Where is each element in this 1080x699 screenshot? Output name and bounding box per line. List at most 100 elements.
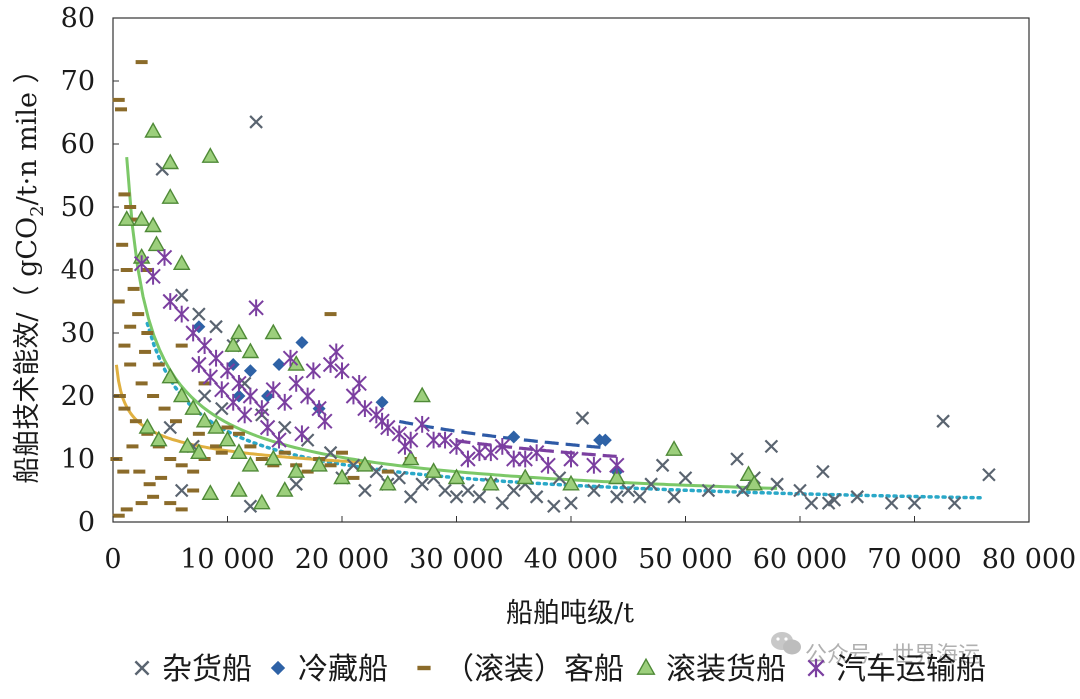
- point-asterisk: [162, 293, 178, 310]
- point-dash: [126, 444, 139, 449]
- point-dash: [152, 362, 165, 367]
- point-x: [174, 288, 189, 302]
- x-tick-label: 60 000: [753, 544, 847, 575]
- point-triangle: [230, 481, 248, 497]
- point-asterisk: [173, 305, 190, 323]
- point-triangle: [218, 430, 237, 447]
- point-x: [358, 483, 372, 498]
- point-x: [816, 464, 830, 479]
- point-asterisk: [254, 400, 270, 418]
- point-dash: [210, 444, 223, 449]
- point-x: [735, 483, 750, 498]
- point-dash: [132, 312, 145, 317]
- point-dash: [116, 242, 129, 247]
- point-dash: [120, 268, 133, 272]
- point-triangle: [745, 474, 763, 491]
- point-asterisk: [156, 248, 173, 266]
- point-triangle: [636, 657, 656, 675]
- point-x: [214, 401, 229, 416]
- point-dash: [164, 501, 177, 506]
- point-x: [552, 471, 567, 485]
- point-dash: [192, 431, 205, 436]
- point-asterisk: [357, 400, 373, 418]
- legend-label: 冷藏船: [298, 652, 388, 687]
- point-x: [884, 496, 899, 510]
- point-dash: [232, 431, 245, 436]
- point-asterisk: [483, 444, 499, 462]
- point-triangle: [241, 342, 260, 359]
- legend-label: （滚装）客船: [444, 652, 624, 687]
- point-diamond: [375, 395, 389, 409]
- point-triangle: [424, 462, 443, 478]
- point-asterisk: [317, 412, 333, 430]
- point-asterisk: [305, 362, 322, 380]
- point-asterisk: [191, 356, 207, 373]
- point-dash: [112, 299, 125, 304]
- point-x: [243, 499, 258, 514]
- point-asterisk: [563, 450, 579, 468]
- point-asterisk: [208, 349, 224, 367]
- point-triangle: [161, 153, 180, 170]
- point-triangle: [117, 210, 136, 226]
- point-x: [982, 467, 996, 482]
- point-triangle: [739, 465, 758, 482]
- point-triangle: [516, 468, 534, 485]
- point-triangle: [147, 235, 166, 252]
- point-triangle: [138, 418, 157, 434]
- point-x: [209, 319, 223, 334]
- point-x: [403, 490, 418, 504]
- trendline: [398, 419, 606, 450]
- point-asterisk: [540, 456, 556, 474]
- point-diamond: [507, 430, 521, 444]
- trendline: [125, 156, 778, 490]
- point-triangle: [356, 455, 374, 472]
- point-dash: [147, 394, 160, 398]
- point-dash: [175, 463, 188, 468]
- point-asterisk: [242, 387, 259, 405]
- point-dash: [221, 425, 234, 430]
- point-diamond: [295, 335, 309, 349]
- point-asterisk: [277, 393, 293, 411]
- legend-item: 汽车运输船: [807, 652, 986, 687]
- point-asterisk: [374, 412, 390, 430]
- point-triangle: [161, 188, 180, 204]
- point-dash: [135, 501, 148, 506]
- x-tick-label: 10 000: [180, 544, 274, 575]
- point-x: [850, 490, 865, 504]
- point-x: [323, 445, 338, 460]
- point-dash: [187, 488, 200, 493]
- point-x: [678, 471, 693, 485]
- point-x: [827, 493, 842, 507]
- point-dash: [155, 475, 168, 480]
- point-asterisk: [282, 349, 299, 367]
- point-triangle: [275, 481, 294, 497]
- point-x: [644, 477, 658, 491]
- point-x: [197, 389, 212, 403]
- legend-label: 滚装货船: [666, 652, 786, 687]
- point-diamond: [598, 433, 612, 447]
- point-x: [564, 496, 578, 510]
- point-triangle: [608, 468, 626, 485]
- point-dash: [417, 665, 431, 671]
- point-triangle: [264, 449, 283, 466]
- wechat-icon: [771, 632, 801, 655]
- point-asterisk: [460, 450, 476, 468]
- point-dash: [117, 469, 130, 474]
- point-x: [237, 376, 252, 391]
- point-x: [289, 477, 303, 491]
- watermark: 公众号 · 世界海运: [771, 632, 980, 668]
- point-x: [449, 490, 464, 504]
- point-x: [472, 490, 487, 504]
- point-dash: [118, 343, 131, 348]
- x-tick-label: 20 000: [295, 544, 389, 575]
- point-asterisk: [471, 444, 488, 462]
- point-dash: [301, 469, 314, 474]
- point-triangle: [253, 493, 271, 510]
- series-points: [117, 121, 763, 510]
- point-x: [192, 307, 206, 321]
- point-diamond: [243, 364, 257, 378]
- point-dash: [129, 217, 142, 222]
- point-x: [701, 483, 716, 498]
- point-dash: [135, 60, 148, 65]
